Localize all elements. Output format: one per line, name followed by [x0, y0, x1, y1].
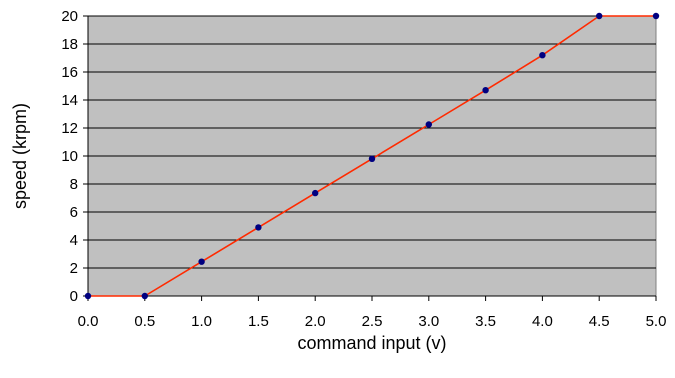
- data-point: [312, 189, 319, 197]
- y-tick-label-14: 14: [61, 92, 78, 109]
- data-point: [652, 12, 660, 20]
- y-tick-label-4: 4: [70, 232, 78, 249]
- y-tick-label-8: 8: [70, 176, 78, 193]
- x-tick-label-0.5: 0.5: [134, 313, 155, 330]
- x-tick-labels: 0.0 0.5 1.0 1.5 2.0 2.5 3.0 3.5 4.0 4.5 5.0: [78, 313, 667, 330]
- data-point: [425, 121, 432, 128]
- data-point: [596, 12, 603, 20]
- x-tick-label-3.5: 3.5: [475, 313, 496, 330]
- x-tick-label-2.5: 2.5: [362, 313, 383, 330]
- gridlines: [88, 15, 656, 269]
- y-axis-title: speed (krpm): [10, 103, 30, 209]
- y-tick-label-16: 16: [61, 64, 78, 81]
- x-tick-label-1.0: 1.0: [191, 313, 212, 330]
- x-tick-label-4.0: 4.0: [532, 313, 553, 330]
- y-tick-label-0: 0: [70, 288, 78, 305]
- data-point: [84, 292, 92, 300]
- data-point: [255, 224, 262, 231]
- data-point: [482, 87, 489, 94]
- data-point: [141, 292, 148, 300]
- y-tick-label-12: 12: [61, 120, 78, 137]
- data-point: [368, 155, 376, 162]
- y-tick-label-10: 10: [61, 148, 78, 165]
- y-tick-label-2: 2: [70, 260, 78, 277]
- x-tick-label-0.0: 0.0: [78, 313, 99, 330]
- x-axis-title: command input (v): [297, 333, 446, 353]
- x-tick-label-2.0: 2.0: [305, 313, 326, 330]
- data-point: [198, 258, 205, 265]
- x-tick-label-3.0: 3.0: [418, 313, 439, 330]
- x-tick-label-5.0: 5.0: [646, 313, 667, 330]
- y-tick-label-6: 6: [70, 204, 78, 221]
- y-tick-label-18: 18: [61, 36, 78, 53]
- x-tick-label-1.5: 1.5: [248, 313, 269, 330]
- y-tick-labels: 0 2 4 6 8 10 12 14 16 18 20: [61, 8, 78, 305]
- axes: [83, 15, 657, 301]
- x-tick-label-4.5: 4.5: [589, 313, 610, 330]
- y-tick-label-20: 20: [61, 8, 78, 25]
- series-points: [84, 12, 660, 300]
- data-point: [539, 52, 546, 59]
